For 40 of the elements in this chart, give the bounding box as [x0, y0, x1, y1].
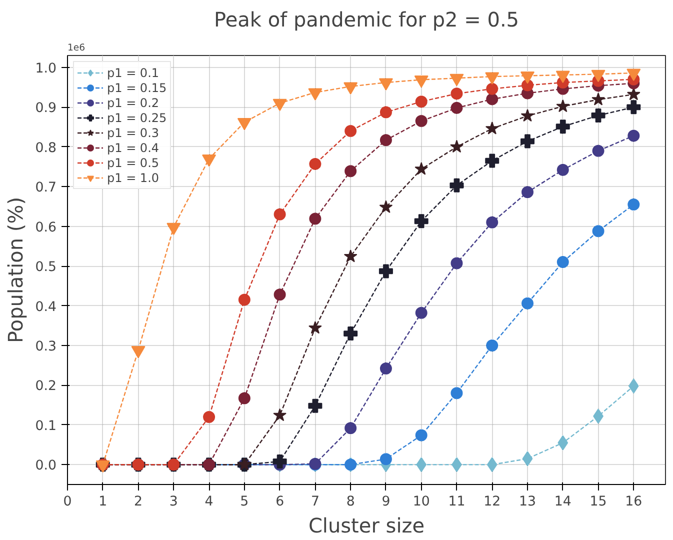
legend-label: p1 = 1.0 [107, 170, 160, 185]
y-tick-label: 0.3 [35, 339, 57, 354]
y-tick-label: 1.0 [35, 61, 57, 76]
y-tick-label: 0.9 [35, 101, 57, 116]
y-tick-label: 0.4 [35, 300, 57, 315]
y-tick-label: 0.0 [35, 458, 57, 474]
x-tick-label: 8 [346, 494, 355, 510]
x-tick-label: 6 [276, 494, 284, 510]
x-tick-label: 15 [590, 494, 607, 510]
legend-label: p1 = 0.1 [107, 65, 160, 80]
y-tick-label: 0.1 [35, 418, 57, 434]
y-axis-title: Population (%) [3, 196, 28, 344]
legend-label: p1 = 0.15 [107, 80, 167, 95]
x-tick-label: 13 [519, 494, 536, 510]
x-tick-label: 16 [625, 494, 642, 510]
y-tick-label: 0.6 [35, 220, 57, 236]
chart-title: Peak of pandemic for p2 = 0.5 [214, 8, 520, 32]
x-tick-label: 0 [63, 494, 72, 510]
y-tick-label: 0.5 [35, 260, 57, 276]
y-tick-label: 0.8 [35, 140, 57, 156]
x-tick-label: 2 [134, 494, 143, 510]
x-tick-label: 1 [98, 494, 108, 510]
x-axis-title: Cluster size [308, 514, 425, 538]
x-tick-label: 14 [554, 494, 572, 510]
legend-label: p1 = 0.3 [107, 125, 160, 140]
x-tick-label: 7 [310, 494, 320, 510]
x-tick-label: 10 [412, 494, 430, 510]
x-tick-label: 5 [240, 494, 249, 510]
text: 1e6 [68, 42, 86, 54]
legend-label: p1 = 0.2 [107, 95, 160, 110]
legend-label: p1 = 0.25 [107, 110, 167, 125]
legend-label: p1 = 0.5 [107, 155, 160, 170]
x-tick-label: 3 [169, 494, 178, 510]
x-tick-label: 4 [204, 494, 214, 510]
x-tick-label: 11 [448, 494, 466, 510]
y-tick-label: 0.2 [35, 379, 57, 394]
x-tick-label: 9 [382, 494, 390, 510]
legend-label: p1 = 0.4 [107, 140, 160, 155]
x-tick-label: 12 [484, 494, 501, 510]
y-tick-label: 0.7 [35, 180, 57, 196]
